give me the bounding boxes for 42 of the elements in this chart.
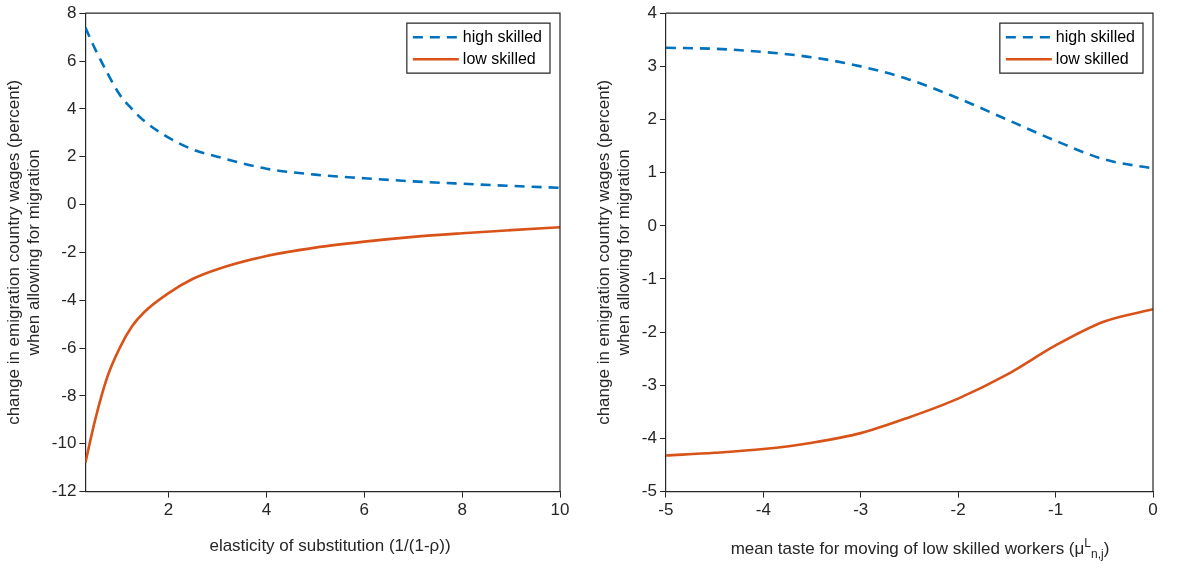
y-tick-label: -4 (641, 428, 657, 448)
x-tick-label: 10 (550, 500, 570, 520)
x-axis-title: elasticity of substitution (1/(1-ρ)) (208, 536, 452, 556)
x-tick-label: 8 (457, 500, 467, 520)
x-tick-label: 2 (163, 500, 174, 520)
legend-label: low skilled (462, 49, 536, 67)
legend-label: high skilled (1055, 27, 1135, 45)
x-tick-label: -2 (950, 500, 966, 520)
y-tick-label: 0 (66, 194, 77, 214)
legend-label: low skilled (1055, 49, 1129, 67)
x-tick-label: -3 (853, 500, 869, 520)
y-tick-label: -12 (51, 481, 77, 501)
x-tick-label: 6 (359, 500, 370, 520)
y-tick-label: 3 (647, 56, 657, 76)
y-tick-label: -6 (61, 337, 77, 357)
x-axis-title: mean taste for moving of low skilled workers (μ$^{L}$$_{n,j}$) (729, 536, 1111, 562)
y-tick-label: -5 (641, 481, 657, 501)
y-tick-label: 4 (66, 98, 77, 118)
line-series (85, 225, 560, 465)
y-tick-label: -10 (51, 433, 77, 453)
x-tick-label: -1 (1048, 500, 1064, 520)
y-tick-label: 4 (647, 2, 657, 22)
line-series (85, 26, 560, 190)
y-tick-label: -8 (61, 385, 77, 405)
y-tick-label: -2 (61, 242, 77, 262)
y-tick-label: -2 (641, 321, 657, 341)
y-tick-label: 2 (66, 146, 77, 166)
x-tick-label: 4 (261, 500, 272, 520)
y-tick-label: -3 (641, 374, 657, 394)
line-series (665, 307, 1153, 457)
y-axis-title: change in emigration country wages (percent) when allowing for migration (593, 79, 634, 425)
y-tick-label: 6 (66, 50, 77, 70)
y-tick-label: 0 (647, 215, 657, 235)
y-tick-label: 8 (66, 2, 77, 22)
y-axis-title: change in emigration country wages (percent) when allowing for migration (3, 79, 44, 425)
y-tick-label: -4 (61, 289, 77, 309)
y-tick-label: 1 (647, 162, 657, 182)
x-tick-label: -4 (755, 500, 771, 520)
y-tick-label: 2 (647, 109, 657, 129)
x-tick-label: 0 (1148, 500, 1158, 520)
y-tick-label: -1 (641, 268, 657, 288)
legend-label: high skilled (462, 27, 542, 45)
